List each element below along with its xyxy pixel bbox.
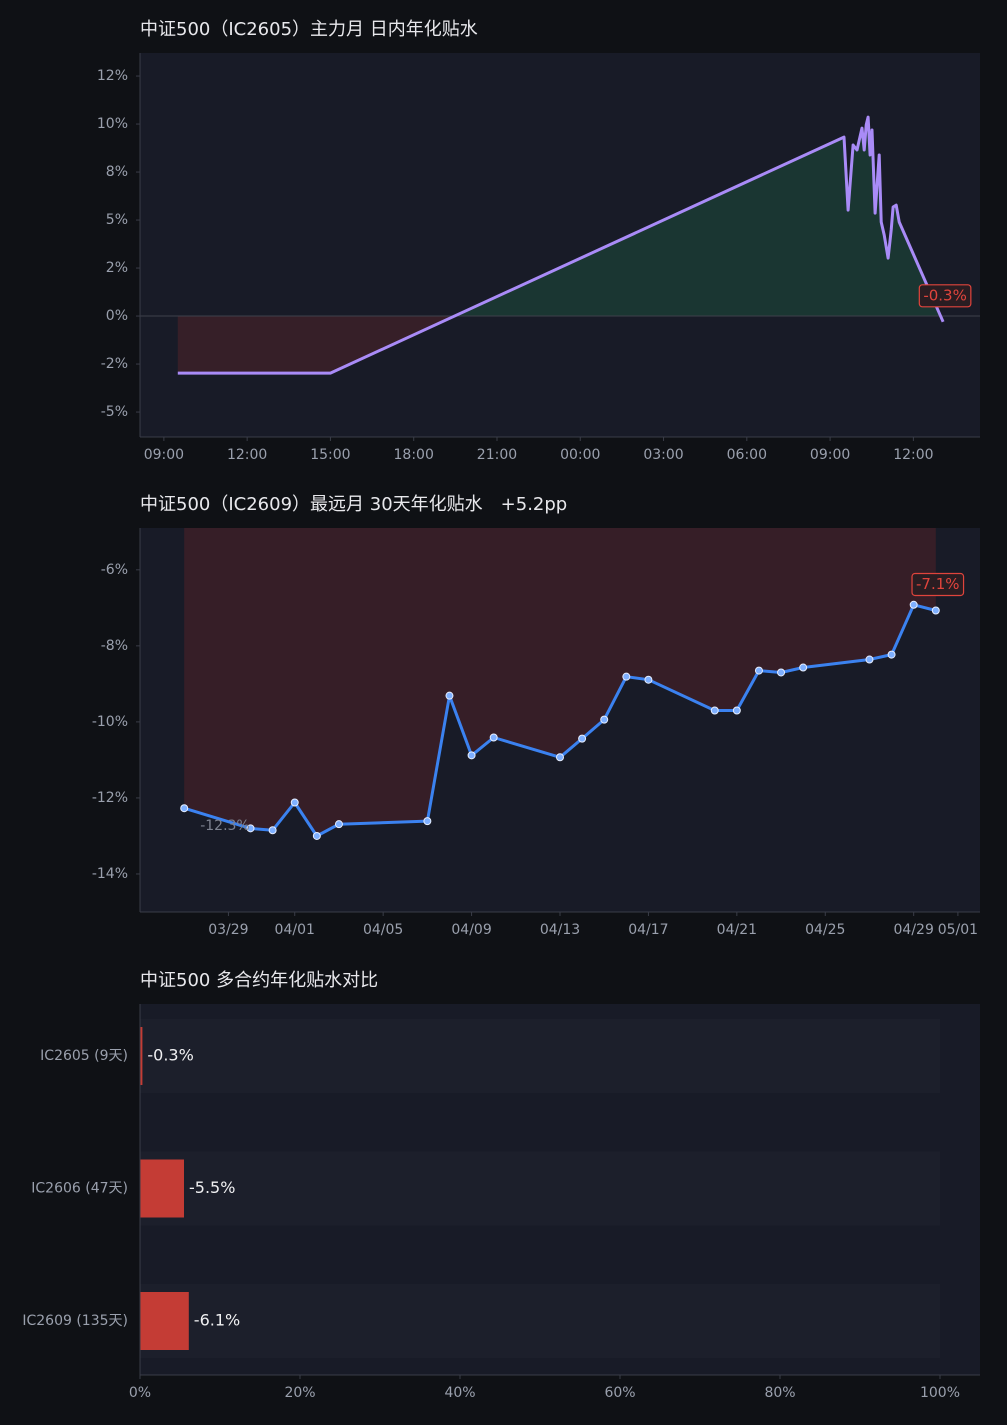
- y-tick-label: -6%: [101, 562, 128, 578]
- x-tick-label: 04/17: [628, 922, 668, 938]
- y-tick-label: 12%: [97, 68, 128, 84]
- value-label: -5.5%: [189, 1178, 235, 1197]
- x-tick-label: 05/01: [938, 922, 978, 938]
- row-band: [140, 1284, 940, 1358]
- x-tick-label: 04/05: [363, 922, 403, 938]
- marker: [578, 734, 587, 743]
- marker: [909, 600, 918, 609]
- line: [183, 603, 937, 838]
- marker: [467, 751, 476, 760]
- marker: [312, 831, 321, 840]
- x-tick-label: 09:00: [144, 447, 184, 463]
- x-tick-label: 60%: [604, 1385, 635, 1401]
- x-tick-label: 06:00: [727, 447, 767, 463]
- marker: [931, 606, 940, 615]
- negative-area: [177, 316, 944, 374]
- marker: [489, 733, 498, 742]
- area: [184, 528, 936, 836]
- value-label: -0.3%: [147, 1046, 193, 1065]
- x-tick-label: 04/25: [805, 922, 845, 938]
- y-tick-label: 0%: [106, 308, 128, 324]
- marker: [622, 672, 631, 681]
- y-tick-label: 8%: [106, 164, 128, 180]
- x-tick-label: 100%: [920, 1385, 960, 1401]
- x-tick-label: 12:00: [893, 447, 933, 463]
- marker: [423, 817, 432, 826]
- x-tick-label: 00:00: [560, 447, 600, 463]
- x-tick-label: 09:00: [810, 447, 850, 463]
- x-tick-label: 80%: [764, 1385, 795, 1401]
- x-tick-label: 04/29: [894, 922, 934, 938]
- y-tick-label: -10%: [92, 714, 128, 730]
- y-tick-label: 10%: [97, 116, 128, 132]
- x-tick-label: 04/01: [275, 922, 315, 938]
- x-tick-label: 12:00: [227, 447, 267, 463]
- y-tick-label: 2%: [106, 260, 128, 276]
- bar: [140, 1027, 143, 1085]
- value-label-box: [918, 284, 972, 308]
- x-tick-label: 15:00: [310, 447, 350, 463]
- y-tick-label: IC2606 (47天): [31, 1181, 128, 1197]
- x-tick-label: 04/09: [451, 922, 491, 938]
- marker: [334, 820, 343, 829]
- value-label: -0.3%: [923, 286, 967, 304]
- positive-area: [177, 117, 944, 317]
- marker: [268, 826, 277, 835]
- y-tick-label: -12%: [92, 790, 128, 806]
- marker: [445, 691, 454, 700]
- marker: [644, 675, 653, 684]
- marker: [865, 655, 874, 664]
- x-tick-label: 03/29: [208, 922, 248, 938]
- chart-title: 中证500（IC2609）最远月 30天年化贴水: [140, 494, 483, 515]
- bar: [140, 1292, 189, 1350]
- row-band: [140, 1019, 940, 1093]
- x-tick-label: 21:00: [477, 447, 517, 463]
- marker: [290, 798, 299, 807]
- marker: [180, 804, 189, 813]
- x-tick-label: 40%: [444, 1385, 475, 1401]
- bar: [140, 1159, 184, 1218]
- y-tick-label: -14%: [92, 866, 128, 882]
- chart-title: 中证500 多合约年化贴水对比: [140, 970, 378, 991]
- line: [177, 115, 945, 375]
- y-tick-label: -8%: [101, 638, 128, 654]
- y-tick-label: 5%: [106, 212, 128, 228]
- marker: [777, 668, 786, 677]
- x-tick-label: 03:00: [643, 447, 683, 463]
- marker: [887, 650, 896, 659]
- marker: [799, 663, 808, 672]
- value-label: -12.3%: [200, 818, 250, 834]
- x-tick-label: 18:00: [394, 447, 434, 463]
- x-tick-label: 04/13: [540, 922, 580, 938]
- marker: [600, 715, 609, 724]
- x-tick-label: 04/21: [717, 922, 757, 938]
- y-tick-label: -2%: [101, 356, 128, 372]
- value-label-box: [911, 572, 965, 597]
- y-tick-label: -5%: [101, 404, 128, 420]
- row-band: [140, 1151, 940, 1226]
- title-annotation: +5.2pp: [501, 494, 568, 515]
- x-tick-label: 0%: [129, 1385, 151, 1401]
- marker: [710, 706, 719, 715]
- marker: [246, 824, 255, 833]
- y-tick-label: IC2605 (9天): [40, 1048, 128, 1064]
- y-tick-label: IC2609 (135天): [22, 1313, 128, 1329]
- marker: [754, 666, 763, 675]
- x-tick-label: 20%: [284, 1385, 315, 1401]
- marker: [556, 753, 564, 762]
- value-label: -7.1%: [916, 575, 960, 593]
- value-label: -6.1%: [194, 1311, 240, 1330]
- marker: [732, 706, 741, 715]
- chart-title: 中证500（IC2605）主力月 日内年化贴水: [140, 19, 478, 40]
